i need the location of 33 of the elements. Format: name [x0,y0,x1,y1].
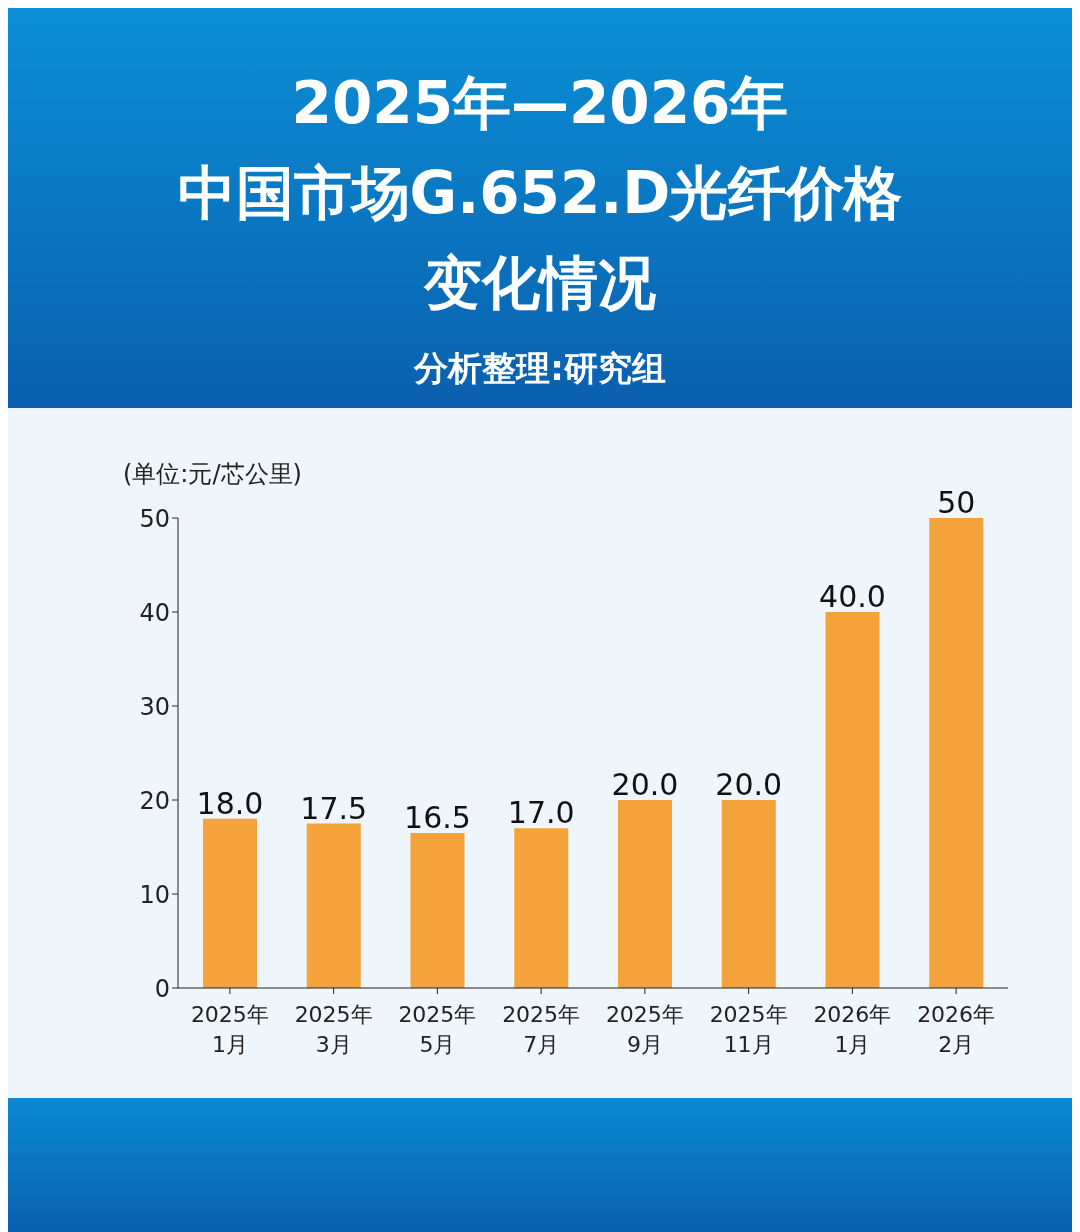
data-label: 16.5 [404,799,471,835]
y-axis-title: (单位:元/芯公里) [123,459,302,490]
bar [306,823,361,988]
y-tick-label: 30 [139,692,170,721]
data-label: 20.0 [715,767,783,802]
chart-title: 2025年—2026年中国市场G.652.D光纤价格变化情况 [176,68,904,319]
data-label: 18.0 [196,785,264,821]
x-tick-label: 2025年 1月 [190,1002,269,1057]
data-label: 50 [937,485,976,520]
y-tick-label: 10 [139,880,170,909]
y-tick-label: 40 [139,598,170,627]
chart-subtitle: 分析整理:研究组 [412,347,667,390]
data-label: 40.0 [819,579,886,614]
bar [618,800,672,988]
bar [203,818,257,988]
bar [929,518,984,988]
data-label: 17.0 [507,795,575,831]
data-label: 17.5 [300,790,368,826]
x-tick-label: 2025年 11月 [709,1002,788,1057]
bar [514,828,569,988]
data-label: 20.0 [611,767,679,802]
x-tick-label: 2025年 5月 [398,1002,477,1057]
x-tick-label: 2025年 3月 [294,1002,373,1057]
bar [825,612,880,988]
y-tick-label: 20 [139,786,170,815]
x-tick-label: 2025年 7月 [502,1002,581,1057]
x-tick-label: 2026年 1月 [813,1002,892,1057]
x-tick-label: 2026年 2月 [917,1002,996,1057]
bar [721,800,776,988]
y-tick-label: 50 [139,504,170,533]
x-tick-label: 2025年 9月 [605,1002,684,1057]
y-tick-label: 0 [154,974,170,1003]
bar [410,832,465,988]
